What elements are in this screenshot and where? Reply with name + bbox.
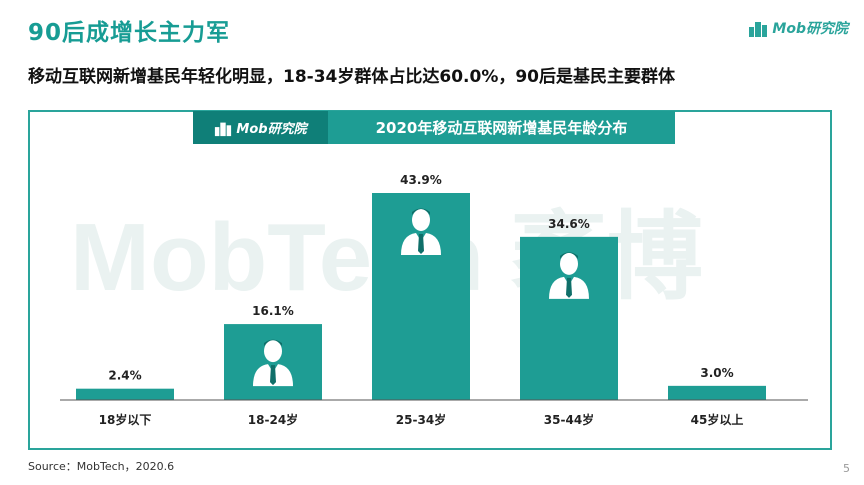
category-label: 35-44岁 [544,412,594,427]
chart-title: 2020年移动互联网新增基民年龄分布 [375,119,628,137]
category-label: 25-34岁 [396,412,446,427]
bar [76,388,174,400]
category-label: 18-24岁 [248,412,298,427]
banner-logo: Mob研究院 [193,111,328,144]
brand-name: Mob研究院 [772,21,848,37]
value-label: 3.0% [700,366,733,380]
building-logo-icon [749,22,768,37]
category-label: 18岁以下 [99,412,152,427]
page-title: 90后成增长主力军 [28,20,231,46]
person-icon [549,252,589,299]
bar [668,385,766,400]
building-logo-icon [215,122,232,136]
category-label: 45岁以上 [691,412,744,427]
brand-logo: Mob研究院 [748,18,848,38]
person-icon [401,208,441,255]
value-label: 34.6% [548,217,590,231]
banner-brand: Mob研究院 [236,122,307,137]
page-subtitle: 移动互联网新增基民年轻化明显，18-34岁群体占比达60.0%，90后是基民主要… [28,67,676,87]
value-label: 43.9% [400,173,442,187]
value-label: 16.1% [252,304,294,318]
chart-title-banner: Mob研究院 2020年移动互联网新增基民年龄分布 [193,111,675,144]
person-icon [253,339,293,387]
value-label: 2.4% [108,369,141,383]
page-number: 5 [843,462,850,475]
source-note: Source：MobTech，2020.6 [28,460,175,473]
